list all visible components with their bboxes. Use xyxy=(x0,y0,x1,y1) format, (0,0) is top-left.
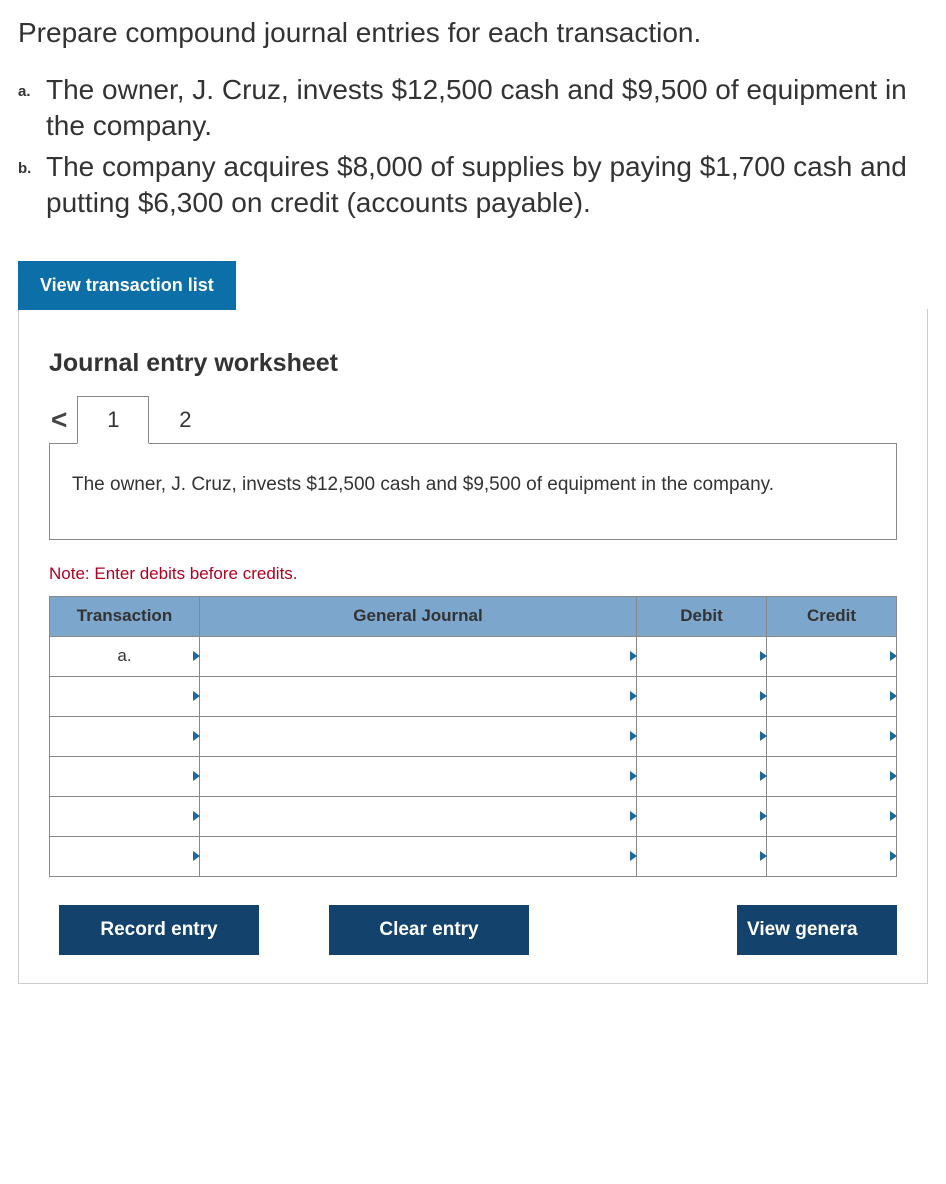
cell-debit[interactable] xyxy=(637,636,767,676)
transaction-item: b. The company acquires $8,000 of suppli… xyxy=(18,149,928,222)
cell-credit[interactable] xyxy=(767,756,897,796)
cell-general-journal[interactable] xyxy=(200,836,637,876)
cell-transaction[interactable] xyxy=(50,836,200,876)
transaction-list: a. The owner, J. Cruz, invests $12,500 c… xyxy=(18,72,928,222)
current-transaction-box: The owner, J. Cruz, invests $12,500 cash… xyxy=(49,443,897,540)
worksheet-panel: Journal entry worksheet < 1 2 The owner,… xyxy=(18,309,928,984)
general-journal-table: Transaction General Journal Debit Credit… xyxy=(49,596,897,877)
cell-general-journal[interactable] xyxy=(200,756,637,796)
debits-before-credits-note: Note: Enter debits before credits. xyxy=(49,564,897,584)
table-row xyxy=(50,676,897,716)
transaction-text: The owner, J. Cruz, invests $12,500 cash… xyxy=(46,72,928,145)
cell-credit[interactable] xyxy=(767,796,897,836)
cell-credit[interactable] xyxy=(767,676,897,716)
col-header-debit: Debit xyxy=(637,596,767,636)
dropdown-caret-icon xyxy=(890,691,897,701)
current-transaction-text: The owner, J. Cruz, invests $12,500 cash… xyxy=(72,474,774,495)
cell-debit[interactable] xyxy=(637,756,767,796)
dropdown-caret-icon xyxy=(890,851,897,861)
col-header-transaction: Transaction xyxy=(50,596,200,636)
instructions-text: Prepare compound journal entries for eac… xyxy=(18,14,928,52)
worksheet-button-row: Record entry Clear entry View genera xyxy=(49,905,897,955)
transaction-marker: b. xyxy=(18,149,46,222)
worksheet-tabs: < 1 2 xyxy=(49,396,897,444)
cell-credit[interactable] xyxy=(767,716,897,756)
cell-credit[interactable] xyxy=(767,836,897,876)
view-transaction-list-button[interactable]: View transaction list xyxy=(18,261,236,310)
tab-1[interactable]: 1 xyxy=(77,396,149,444)
cell-transaction[interactable] xyxy=(50,796,200,836)
chevron-left-icon[interactable]: < xyxy=(49,398,77,442)
cell-general-journal[interactable] xyxy=(200,796,637,836)
transaction-item: a. The owner, J. Cruz, invests $12,500 c… xyxy=(18,72,928,145)
dropdown-caret-icon xyxy=(890,731,897,741)
table-body: a. xyxy=(50,636,897,876)
cell-general-journal[interactable] xyxy=(200,676,637,716)
table-row xyxy=(50,716,897,756)
col-header-credit: Credit xyxy=(767,596,897,636)
table-row xyxy=(50,836,897,876)
cell-transaction[interactable] xyxy=(50,756,200,796)
cell-debit[interactable] xyxy=(637,796,767,836)
cell-debit[interactable] xyxy=(637,716,767,756)
dropdown-caret-icon xyxy=(890,771,897,781)
table-row: a. xyxy=(50,636,897,676)
cell-value: a. xyxy=(117,646,131,665)
clear-entry-button[interactable]: Clear entry xyxy=(329,905,529,955)
col-header-general-journal: General Journal xyxy=(200,596,637,636)
view-general-journal-button[interactable]: View genera xyxy=(737,905,897,955)
table-row xyxy=(50,796,897,836)
dropdown-caret-icon xyxy=(890,811,897,821)
transaction-text: The company acquires $8,000 of supplies … xyxy=(46,149,928,222)
record-entry-button[interactable]: Record entry xyxy=(59,905,259,955)
cell-general-journal[interactable] xyxy=(200,716,637,756)
cell-debit[interactable] xyxy=(637,836,767,876)
table-header-row: Transaction General Journal Debit Credit xyxy=(50,596,897,636)
cell-transaction[interactable] xyxy=(50,716,200,756)
cell-general-journal[interactable] xyxy=(200,636,637,676)
worksheet-title: Journal entry worksheet xyxy=(49,349,897,378)
cell-transaction[interactable]: a. xyxy=(50,636,200,676)
cell-credit[interactable] xyxy=(767,636,897,676)
transaction-marker: a. xyxy=(18,72,46,145)
tab-2[interactable]: 2 xyxy=(149,396,221,444)
cell-debit[interactable] xyxy=(637,676,767,716)
cell-transaction[interactable] xyxy=(50,676,200,716)
table-row xyxy=(50,756,897,796)
dropdown-caret-icon xyxy=(890,651,897,661)
